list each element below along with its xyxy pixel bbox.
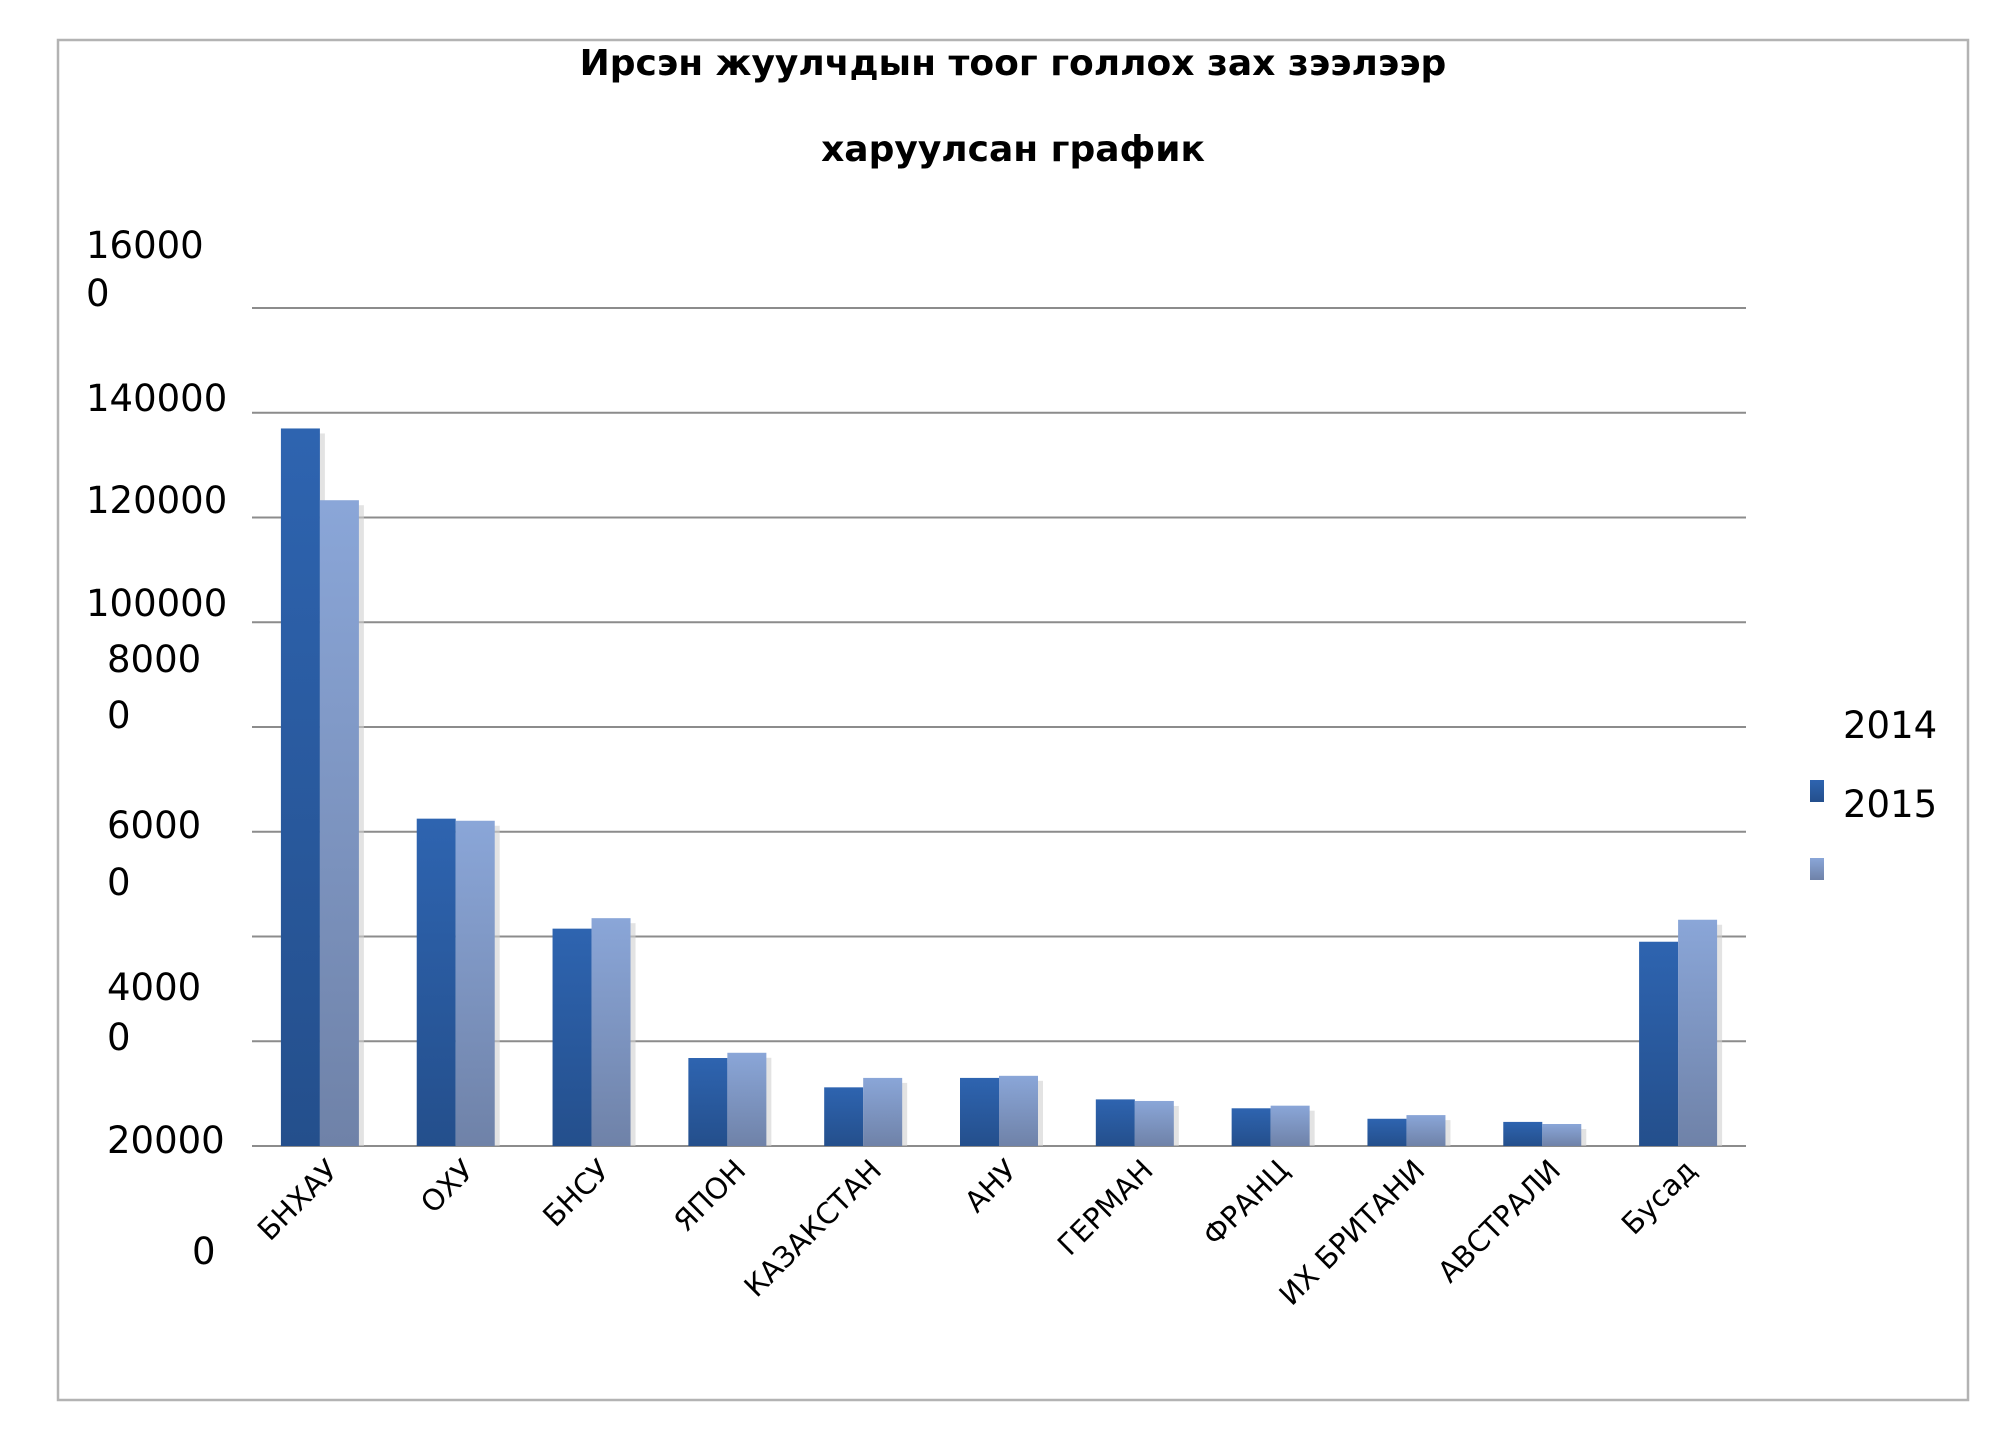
- x-tick-label-австрали: АВСТРАЛИ: [1431, 1153, 1567, 1289]
- bar-оху-2015: [455, 820, 495, 1146]
- legend-label-2014: 2014: [1843, 704, 1937, 747]
- bar-их-британи-2014: [1367, 1118, 1407, 1146]
- bar-казакстан-2015: [863, 1077, 903, 1146]
- x-tick-label-бнсу: БНСУ: [536, 1153, 617, 1234]
- bar-герман-2015: [1134, 1100, 1174, 1146]
- bar-бнсу-2014: [552, 928, 592, 1146]
- y-tick-label-120000-line-0: 120000: [86, 479, 227, 522]
- bar-казакстан-2014: [824, 1087, 864, 1146]
- bar-оху-2014: [416, 818, 456, 1146]
- y-tick-label-40000-line-0: 4000: [107, 966, 201, 1009]
- chart-frame: [56, 38, 1970, 1402]
- bar-герман-2014: [1095, 1099, 1135, 1146]
- bar-бусад-2015: [1678, 919, 1718, 1146]
- bar-бнсу-2015: [591, 918, 631, 1146]
- x-tick-label-япон: ЯПОН: [667, 1153, 752, 1238]
- bar-ану-2014: [960, 1077, 999, 1146]
- x-tick-label-ану: АНУ: [958, 1153, 1024, 1219]
- y-tick-label-160000-line-0: 16000: [86, 224, 204, 267]
- y-tick-label-0-line-0: 0: [192, 1230, 216, 1273]
- chart-subtitle: харуулсан график: [821, 129, 1205, 170]
- bar-франц-2014: [1231, 1108, 1271, 1146]
- x-tick-label-их-британи: ИХ БРИТАНИ: [1272, 1153, 1431, 1312]
- y-tick-label-80000-line-1: 0: [107, 694, 131, 737]
- chart-title: Ирсэн жуулчдын тоог голлох зах зээлээр: [580, 43, 1447, 84]
- y-tick-label-60000-line-1: 0: [107, 861, 131, 904]
- x-tick-label-казакстан: КАЗАКСТАН: [737, 1153, 888, 1304]
- bar-бусад-2014: [1639, 941, 1679, 1146]
- x-tick-label-франц: ФРАНЦ: [1196, 1153, 1295, 1252]
- y-tick-label-20000-line-0: 20000: [107, 1119, 225, 1162]
- bar-япон-2014: [688, 1058, 728, 1146]
- bar-австрали-2014: [1503, 1121, 1543, 1146]
- y-axis-tick-labels: 1600001400001200001000008000060000400002…: [86, 224, 227, 1273]
- legend: 2014 2015: [1810, 704, 1937, 880]
- bar-ану-2015: [999, 1075, 1038, 1146]
- bar-франц-2015: [1270, 1105, 1310, 1146]
- bars: [280, 428, 1723, 1146]
- legend-swatch-2014: [1810, 780, 1824, 802]
- gridlines: [252, 307, 1746, 1147]
- bar-австрали-2015: [1542, 1124, 1582, 1146]
- legend-label-2015: 2015: [1843, 783, 1937, 826]
- y-tick-label-160000-line-1: 0: [86, 272, 110, 315]
- bar-бнхау-2014: [280, 428, 320, 1146]
- legend-swatch-2015: [1810, 858, 1824, 880]
- bar-бнхау-2015: [319, 500, 359, 1146]
- y-tick-label-80000-line-0: 8000: [107, 638, 201, 681]
- x-tick-label-бусад: Бусад: [1615, 1153, 1703, 1241]
- x-tick-label-бнхау: БНХАУ: [251, 1153, 345, 1247]
- x-tick-label-герман: ГЕРМАН: [1051, 1153, 1160, 1262]
- y-tick-label-140000-line-0: 140000: [86, 377, 227, 420]
- bar-их-британи-2015: [1406, 1115, 1446, 1146]
- y-tick-label-40000-line-1: 0: [107, 1016, 131, 1059]
- y-tick-label-60000-line-0: 6000: [107, 804, 201, 847]
- x-tick-label-оху: ОХУ: [414, 1153, 481, 1220]
- bar-япон-2015: [727, 1052, 767, 1146]
- y-tick-label-100000-line-0: 100000: [86, 582, 227, 625]
